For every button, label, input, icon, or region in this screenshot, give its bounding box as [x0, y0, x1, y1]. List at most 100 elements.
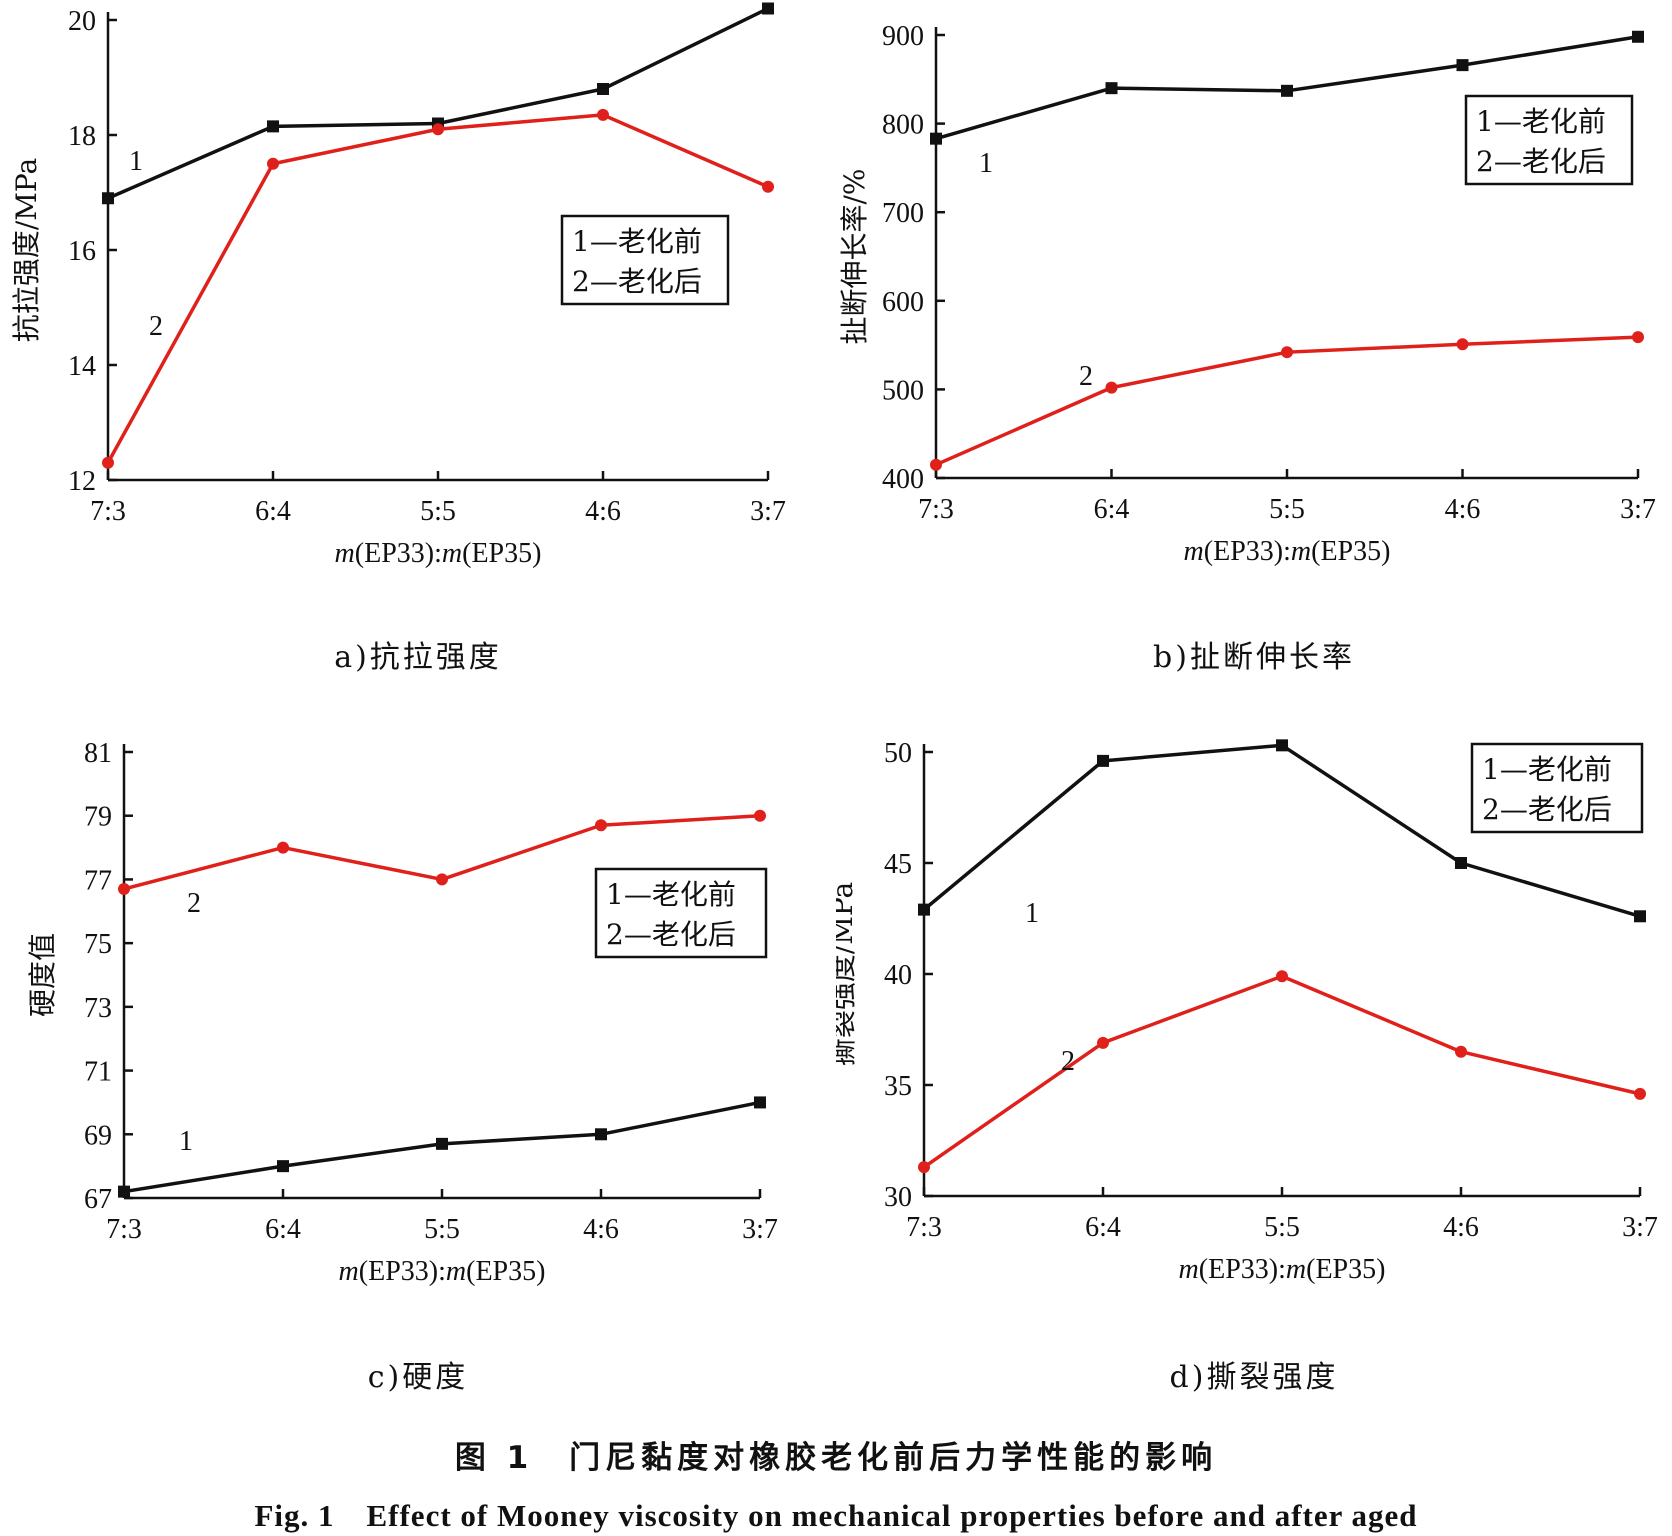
series-2-marker — [754, 809, 766, 822]
y-tick-label: 600 — [882, 287, 924, 318]
y-tick-label: 69 — [84, 1120, 112, 1151]
series-1-marker — [436, 1137, 448, 1150]
y-tick-label: 12 — [68, 466, 96, 497]
series-2-line — [923, 974, 1641, 1169]
series-1-marker — [267, 120, 279, 133]
series-1-marker — [930, 132, 942, 145]
series-1-marker — [1276, 739, 1288, 752]
legend-entry: 1—老化前 — [572, 225, 702, 258]
x-axis-label: m(EP33):m(EP35) — [339, 1256, 546, 1287]
legend-box — [560, 214, 730, 306]
series-1-marker — [1456, 59, 1469, 72]
x-tick-label: 5:5 — [420, 496, 456, 527]
x-tick-label: 4:6 — [1445, 494, 1481, 525]
x-axis-label-part: (EP35) — [466, 1256, 545, 1287]
series-1-marker — [762, 2, 774, 15]
series-1-label: 1 — [979, 148, 993, 179]
x-tick-label: 7:3 — [90, 496, 126, 527]
x-tick-label: 7:3 — [106, 1214, 142, 1245]
y-tick-label: 500 — [882, 375, 924, 406]
y-tick-label: 50 — [884, 738, 912, 769]
y-tick-label: 35 — [884, 1071, 912, 1102]
series-1-marker — [597, 83, 609, 95]
series-2-marker — [918, 1161, 930, 1174]
series-2-label: 2 — [187, 888, 201, 919]
x-tick-label: 3:7 — [1620, 494, 1656, 525]
panel-elongation-at-break: 400 500 600 700 800 900 7:3 6:4 5:5 4:6 3:7 m(EP33)… — [836, 0, 1672, 700]
series-2-label: 2 — [1079, 361, 1093, 392]
x-axis-label: m(EP33):m(EP35) — [1179, 1254, 1386, 1285]
panel-caption: b)扯断伸长率 — [1153, 640, 1355, 675]
series-2-marker — [277, 841, 289, 854]
y-tick-label: 77 — [84, 865, 112, 896]
series-1-marker — [1105, 82, 1118, 95]
panel-caption: d)撕裂强度 — [1169, 1360, 1339, 1395]
x-tick-label: 7:3 — [906, 1212, 942, 1243]
x-axis-label-part: (EP33): — [1199, 1254, 1286, 1285]
series-2-marker — [1097, 1036, 1109, 1049]
series-1-label: 1 — [1025, 898, 1039, 929]
x-tick-label: 4:6 — [585, 496, 621, 527]
x-axis-label: m(EP33):m(EP35) — [335, 538, 542, 569]
series-2-marker — [1634, 1087, 1646, 1100]
legend-entry: 1—老化前 — [606, 878, 736, 911]
y-axis-label: 抗拉强度/MPa — [10, 158, 43, 342]
series-1-marker — [1281, 84, 1293, 97]
x-tick-label: 6:4 — [255, 496, 291, 527]
x-tick-label: 5:5 — [1269, 494, 1305, 525]
x-tick-label: 5:5 — [1264, 1212, 1300, 1243]
series-1-line — [107, 6, 769, 200]
y-tick-label: 700 — [882, 198, 924, 229]
y-tick-label: 16 — [68, 236, 96, 267]
y-tick-label: 73 — [84, 993, 112, 1024]
series-2-marker — [930, 458, 942, 471]
x-axis-label-italic-part: m — [339, 1256, 359, 1287]
legend-entry: 2—老化后 — [606, 918, 736, 951]
series-2-label: 2 — [149, 311, 163, 342]
y-tick-label: 81 — [84, 738, 112, 769]
x-axis-label-part: (EP33): — [1204, 536, 1291, 567]
y-tick-label: 67 — [84, 1184, 112, 1215]
legend-box — [1464, 94, 1634, 186]
series-2-label: 2 — [1061, 1046, 1075, 1077]
x-tick-label: 3:7 — [750, 496, 786, 527]
series-1-label: 1 — [179, 1126, 193, 1157]
x-axis-label-italic-part: m — [446, 1256, 466, 1287]
legend-entry: 1—老化前 — [1476, 105, 1606, 138]
y-tick-label: 30 — [884, 1182, 912, 1213]
x-axis-label-italic-part: m — [1179, 1254, 1199, 1285]
legend-entry: 2—老化后 — [572, 265, 702, 298]
x-axis-label-part: (EP35) — [1311, 536, 1390, 567]
figure-caption-chinese: 图 1 门尼黏度对橡胶老化前后力学性能的影响 — [454, 1440, 1218, 1476]
y-axis-label: 硬度值 — [26, 933, 59, 1017]
series-2-marker — [762, 180, 774, 193]
x-axis-label-part: (EP33): — [359, 1256, 446, 1287]
legend-box — [1470, 742, 1644, 834]
y-tick-label: 400 — [882, 464, 924, 495]
series-1-marker — [1455, 857, 1467, 869]
x-tick-label: 3:7 — [742, 1214, 778, 1245]
x-tick-label: 6:4 — [1085, 1212, 1121, 1243]
panel-tensile-strength: 12 14 16 18 20 7:3 6:4 5:5 4:6 3:7 m(EP33):m(EP35)… — [0, 0, 836, 700]
y-tick-label: 900 — [882, 21, 924, 52]
y-tick-label: 75 — [84, 929, 112, 960]
x-tick-label: 4:6 — [1443, 1212, 1479, 1243]
series-1-marker — [1097, 754, 1109, 767]
series-1-marker — [118, 1185, 130, 1198]
legend-entry: 2—老化后 — [1482, 793, 1612, 826]
series-1-marker — [918, 903, 930, 916]
panel-caption: c)硬度 — [367, 1360, 469, 1395]
x-axis-label-italic-part: m — [1291, 536, 1311, 567]
figure-caption-english: Fig. 1 Effect of Mooney viscosity on mec… — [254, 1498, 1418, 1533]
series-2-marker — [1455, 1045, 1467, 1058]
series-1-marker — [595, 1128, 607, 1141]
x-axis-label-part: (EP35) — [462, 538, 541, 569]
panel-tear-strength: 30 35 40 45 50 7:3 6:4 5:5 4:6 3:7 m(EP33):m(EP35)… — [836, 720, 1672, 1420]
x-axis-label-italic-part: m — [335, 538, 355, 569]
x-axis-label-part: (EP35) — [1306, 1254, 1385, 1285]
y-tick-label: 40 — [884, 960, 912, 991]
chart-elongation-at-break: 400 500 600 700 800 900 7:3 6:4 5:5 4:6 3:7 m(EP33)… — [838, 21, 1656, 567]
series-1-marker — [1634, 910, 1646, 923]
